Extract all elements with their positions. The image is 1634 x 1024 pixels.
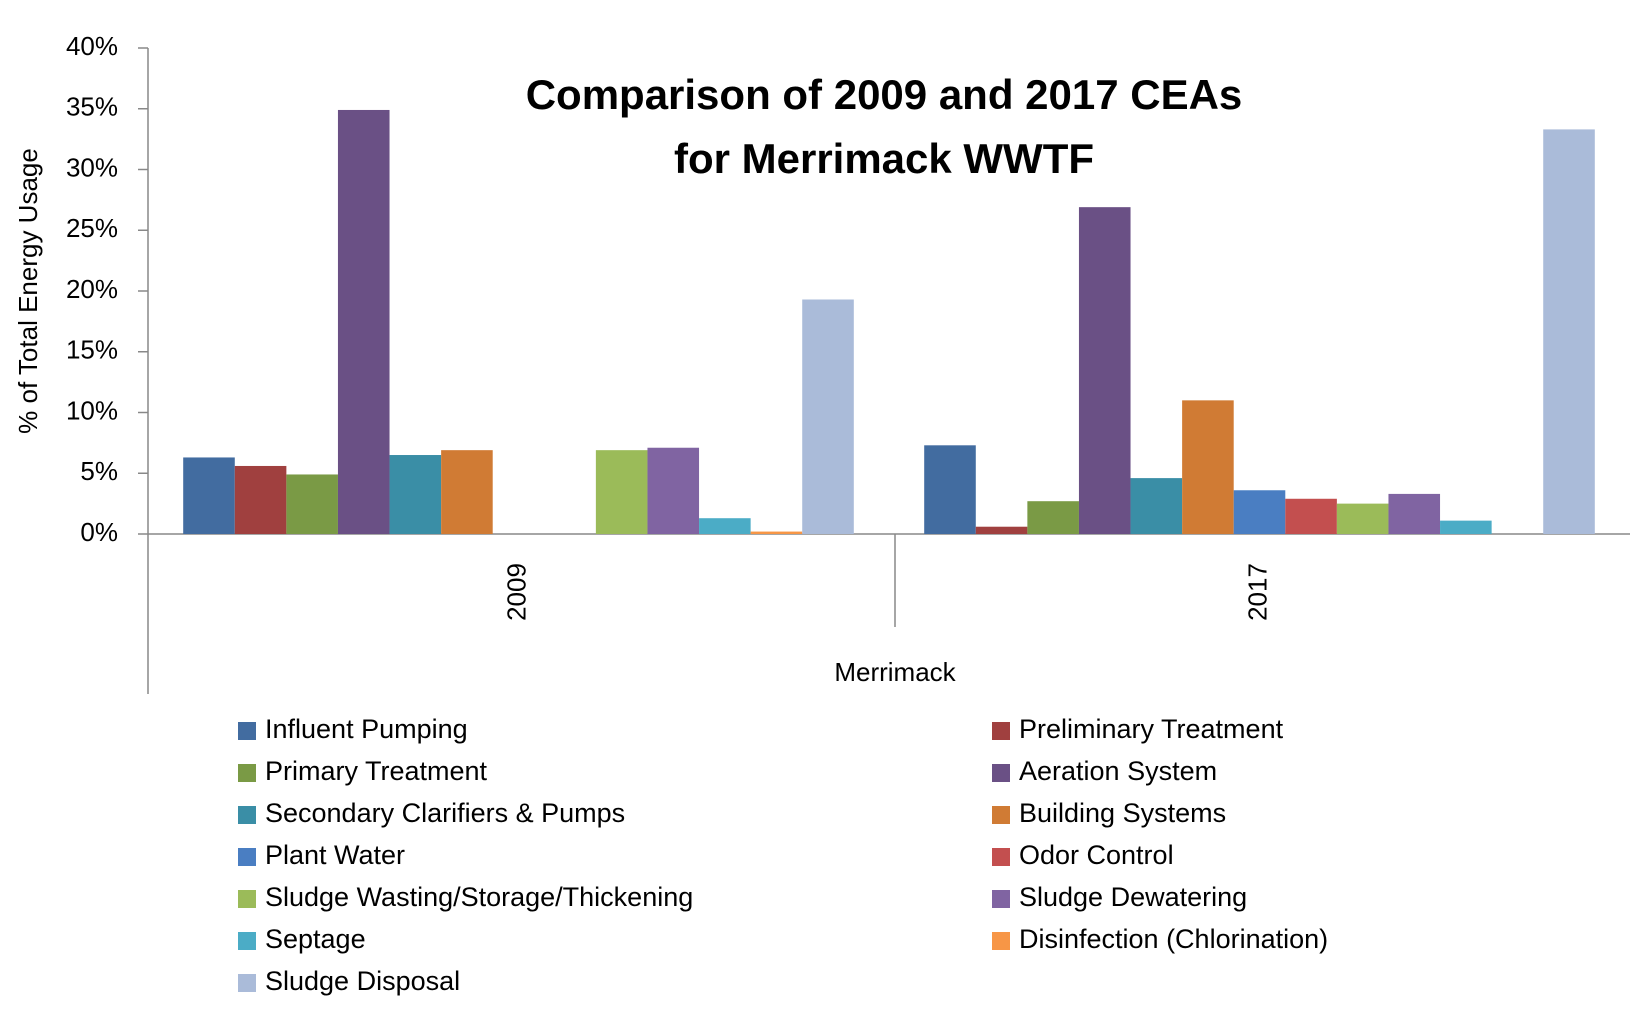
bar xyxy=(924,445,976,534)
bar xyxy=(1388,493,1441,534)
legend-label: Aeration System xyxy=(1019,756,1217,786)
bar xyxy=(1027,501,1079,534)
legend-swatch xyxy=(992,890,1010,908)
chart-title: for Merrimack WWTF xyxy=(674,135,1094,182)
y-tick-label: 25% xyxy=(66,213,118,243)
legend-swatch xyxy=(992,764,1010,782)
legend-label: Septage xyxy=(265,924,366,954)
legend-swatch xyxy=(238,974,256,992)
legend-swatch xyxy=(238,722,256,740)
y-tick-label: 5% xyxy=(80,456,118,486)
bar xyxy=(1440,520,1492,534)
y-tick-label: 0% xyxy=(80,517,118,547)
bar xyxy=(286,474,338,534)
x-axis-label: Merrimack xyxy=(834,657,956,687)
y-tick-label: 15% xyxy=(66,335,118,365)
bar xyxy=(1233,490,1286,534)
y-tick-label: 35% xyxy=(66,92,118,122)
legend-label: Secondary Clarifiers & Pumps xyxy=(265,798,625,828)
bar xyxy=(802,299,854,534)
legend-swatch xyxy=(992,722,1010,740)
bar xyxy=(337,109,390,534)
legend-label: Plant Water xyxy=(265,840,405,870)
bar xyxy=(1543,129,1595,534)
y-tick-label: 40% xyxy=(66,31,118,61)
y-axis-label: % of Total Energy Usage xyxy=(13,148,43,434)
legend-swatch xyxy=(238,890,256,908)
bar xyxy=(234,465,287,534)
x-tick-label: 2017 xyxy=(1242,563,1272,621)
bar xyxy=(647,447,700,534)
bar xyxy=(389,455,442,534)
bar xyxy=(1336,503,1389,534)
legend-label: Influent Pumping xyxy=(265,714,468,744)
legend-swatch xyxy=(238,806,256,824)
legend-swatch xyxy=(238,932,256,950)
bar xyxy=(1182,400,1234,534)
legend-label: Preliminary Treatment xyxy=(1019,714,1284,744)
legend-label: Odor Control xyxy=(1019,840,1174,870)
y-tick-label: 10% xyxy=(66,395,118,425)
legend-swatch xyxy=(238,848,256,866)
legend-swatch xyxy=(992,806,1010,824)
legend-label: Sludge Disposal xyxy=(265,966,460,996)
legend-swatch xyxy=(238,764,256,782)
legend-label: Primary Treatment xyxy=(265,756,488,786)
bar xyxy=(441,450,493,534)
bar xyxy=(1130,478,1183,534)
legend-label: Disinfection (Chlorination) xyxy=(1019,924,1328,954)
chart-title: Comparison of 2009 and 2017 CEAs xyxy=(526,71,1243,118)
bar xyxy=(699,518,751,534)
bar xyxy=(183,457,235,534)
legend-label: Sludge Wasting/Storage/Thickening xyxy=(265,882,693,912)
legend-label: Building Systems xyxy=(1019,798,1226,828)
bar xyxy=(595,450,648,534)
y-tick-label: 30% xyxy=(66,152,118,182)
bar xyxy=(1285,498,1337,534)
bar xyxy=(750,531,803,534)
legend-swatch xyxy=(992,932,1010,950)
legend-label: Sludge Dewatering xyxy=(1019,882,1247,912)
x-tick-label: 2009 xyxy=(501,563,531,621)
bar xyxy=(1078,207,1131,535)
bar xyxy=(975,526,1028,534)
legend-swatch xyxy=(992,848,1010,866)
y-tick-label: 20% xyxy=(66,274,118,304)
